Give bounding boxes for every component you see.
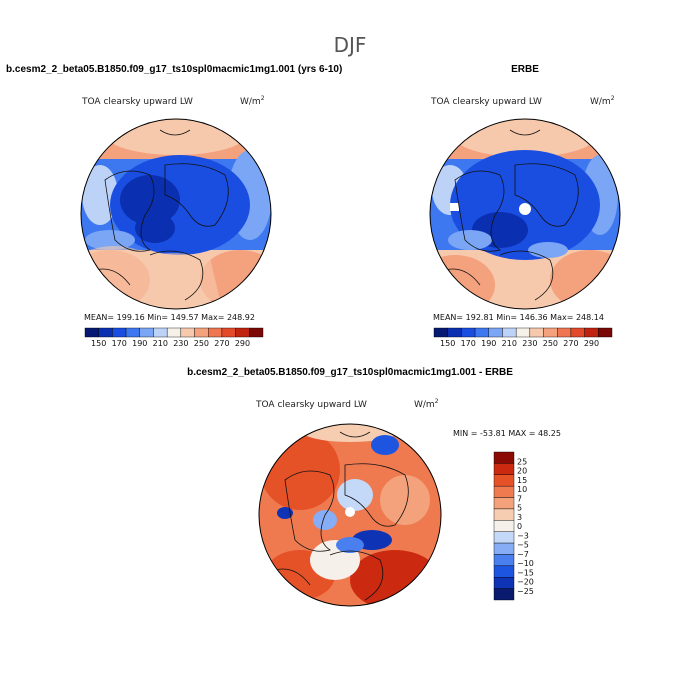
colorbar-model-swatch-8 bbox=[194, 327, 209, 338]
colorbar-difference-tick-label: 5 bbox=[517, 504, 522, 513]
colorbar-model-tick-label: 190 bbox=[132, 339, 147, 348]
colorbar-difference-tick-label: 20 bbox=[517, 467, 527, 476]
colorbar-model-swatch-5 bbox=[153, 327, 168, 338]
colorbar-difference-tick-label: −15 bbox=[517, 568, 534, 577]
panel2-stats: MEAN= 192.81 Min= 146.36 Max= 248.14 bbox=[433, 313, 604, 322]
colorbar-model-swatch-11 bbox=[235, 327, 250, 338]
colorbar-model-tick-label: 270 bbox=[214, 339, 229, 348]
colorbar-obs-swatch-5 bbox=[502, 327, 517, 338]
colorbar-difference-tick-label: 10 bbox=[517, 485, 527, 494]
map-panel-difference bbox=[258, 423, 442, 607]
colorbar-difference-swatch-1 bbox=[493, 463, 515, 475]
colorbar-model-tick-label: 230 bbox=[173, 339, 188, 348]
colorbar-model: 150 170 190 210 230 250 270 290 bbox=[84, 327, 264, 348]
colorbar-obs-swatch-11 bbox=[584, 327, 599, 338]
colorbar-model-tick-label: 210 bbox=[153, 339, 168, 348]
colorbar-difference-swatch-3 bbox=[493, 485, 515, 498]
colorbar-obs-swatch-2 bbox=[461, 327, 476, 338]
colorbar-difference-tick-label: 25 bbox=[517, 457, 527, 466]
panel3-header: b.cesm2_2_beta05.B1850.f09_g17_ts10spl0m… bbox=[187, 367, 513, 378]
colorbar-difference-swatch-6 bbox=[493, 520, 515, 532]
colorbar-difference-swatch-0 bbox=[493, 451, 515, 464]
colorbar-difference-tick-label: −7 bbox=[517, 550, 529, 559]
page-title: DJF bbox=[334, 33, 367, 57]
map-panel-model bbox=[80, 118, 272, 310]
colorbar-difference-tick-label: −25 bbox=[517, 587, 534, 596]
colorbar-difference-swatch-2 bbox=[493, 474, 515, 487]
colorbar-model-swatch-10 bbox=[221, 327, 236, 338]
colorbar-obs-tick-label: 270 bbox=[563, 339, 578, 348]
colorbar-difference-tick-label: −3 bbox=[517, 531, 529, 540]
colorbar-difference-tick-label: −5 bbox=[517, 541, 529, 550]
colorbar-difference-swatch-11 bbox=[493, 577, 515, 589]
colorbar-obs-tick-label: 290 bbox=[584, 339, 599, 348]
colorbar-obs-tick-label: 250 bbox=[543, 339, 558, 348]
colorbar-difference-swatch-10 bbox=[493, 565, 515, 578]
colorbar-obs-swatch-0 bbox=[433, 327, 448, 338]
colorbar-model-tick-label: 150 bbox=[91, 339, 106, 348]
colorbar-obs-swatch-4 bbox=[488, 327, 503, 338]
colorbar-difference-tick-label: 15 bbox=[517, 476, 527, 485]
colorbar-obs-tick-label: 190 bbox=[481, 339, 496, 348]
colorbar-obs-swatch-7 bbox=[529, 327, 544, 338]
colorbar-obs-swatch-6 bbox=[515, 327, 531, 338]
colorbar-model-tick-label: 250 bbox=[194, 339, 209, 348]
colorbar-obs-swatch-12 bbox=[598, 327, 613, 338]
colorbar-obs: 150 170 190 210 230 250 270 290 bbox=[433, 327, 613, 348]
colorbar-obs-tick-label: 230 bbox=[522, 339, 537, 348]
colorbar-difference-swatch-12 bbox=[493, 588, 515, 601]
colorbar-difference-swatch-7 bbox=[493, 531, 515, 544]
colorbar-model-swatch-0 bbox=[84, 327, 99, 338]
colorbar-obs-swatch-3 bbox=[474, 327, 489, 338]
panel2-header: ERBE bbox=[511, 64, 539, 75]
colorbar-difference-swatch-5 bbox=[493, 508, 515, 521]
colorbar-model-swatch-7 bbox=[180, 327, 195, 338]
colorbar-difference-tick-label: 3 bbox=[517, 513, 522, 522]
panel2-variable-label: TOA clearsky upward LW bbox=[430, 97, 542, 107]
colorbar-difference-swatch-9 bbox=[493, 554, 515, 567]
colorbar-model-swatch-12 bbox=[249, 327, 264, 338]
panel3-variable-label: TOA clearsky upward LW bbox=[255, 400, 367, 410]
colorbar-difference-swatch-8 bbox=[493, 542, 515, 555]
colorbar-model-swatch-9 bbox=[208, 327, 223, 338]
colorbar-obs-swatch-8 bbox=[543, 327, 558, 338]
colorbar-difference-tick-label: −10 bbox=[517, 559, 534, 568]
panel1-units-label: W/m2 bbox=[240, 95, 265, 107]
colorbar-difference-tick-label: −20 bbox=[517, 578, 534, 587]
panel1-variable-label: TOA clearsky upward LW bbox=[81, 97, 193, 107]
panel3-units-label: W/m2 bbox=[414, 398, 439, 410]
panel2-units-label: W/m2 bbox=[590, 95, 615, 107]
colorbar-difference-swatch-4 bbox=[493, 497, 515, 510]
colorbar-model-tick-label: 290 bbox=[235, 339, 250, 348]
panel1-stats: MEAN= 199.16 Min= 149.57 Max= 248.92 bbox=[84, 313, 255, 322]
colorbar-difference-tick-label: 7 bbox=[517, 494, 522, 503]
colorbar-obs-swatch-9 bbox=[557, 327, 572, 338]
colorbar-obs-tick-label: 170 bbox=[461, 339, 476, 348]
colorbar-obs-swatch-1 bbox=[447, 327, 462, 338]
colorbar-model-swatch-1 bbox=[98, 327, 113, 338]
colorbar-model-swatch-3 bbox=[125, 327, 140, 338]
colorbar-obs-swatch-10 bbox=[570, 327, 585, 338]
colorbar-difference-tick-label: 0 bbox=[517, 522, 522, 531]
colorbar-model-swatch-4 bbox=[139, 327, 154, 338]
panel3-stats: MIN = -53.81 MAX = 48.25 bbox=[453, 429, 561, 438]
colorbar-obs-tick-label: 150 bbox=[440, 339, 455, 348]
panel1-header: b.cesm2_2_beta05.B1850.f09_g17_ts10spl0m… bbox=[6, 64, 342, 75]
colorbar-model-swatch-2 bbox=[112, 327, 127, 338]
colorbar-model-tick-label: 170 bbox=[112, 339, 127, 348]
map-panel-obs bbox=[429, 118, 621, 310]
colorbar-obs-tick-label: 210 bbox=[502, 339, 517, 348]
colorbar-model-swatch-6 bbox=[166, 327, 182, 338]
